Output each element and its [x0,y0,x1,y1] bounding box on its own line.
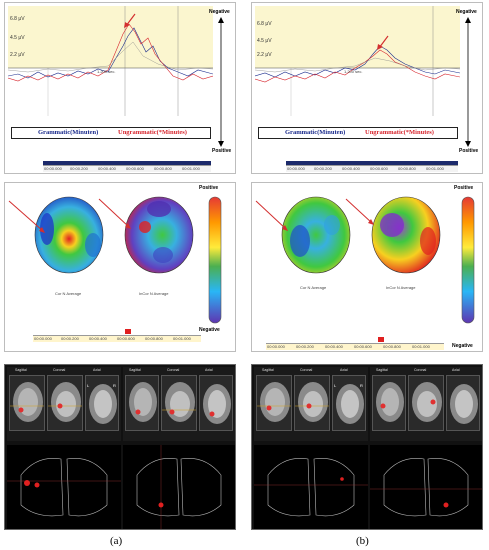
time-label: 1.200 sec. [344,69,363,74]
positive-label: Positive [199,185,219,191]
view-tab-axial[interactable]: Axial [93,368,101,372]
view-tab-axial[interactable]: Axial [205,368,213,372]
topo-map-incorrect [371,196,441,274]
time-cursor[interactable] [125,329,131,334]
mri-coronal-view[interactable] [161,375,197,431]
topo-panel-a: Cor N Average InCor N Average Positive N… [4,182,236,352]
polarity-axis-arrow [218,17,224,147]
time-label: 1.200 sec. [97,69,116,74]
ungrammatic-trace [8,23,213,82]
mri-panel-a: Sagittal Coronal Axial L R Sagittal Coro… [4,364,236,530]
topo-panel-b: Cor N Average InCor N Average Positive N… [251,182,483,352]
view-tab-coronal[interactable]: Coronal [300,368,313,372]
time-cursor[interactable] [378,337,384,342]
mri-axial-view[interactable] [332,375,366,431]
time-ruler[interactable]: 00:00.000 00:00.200 00:00.400 00:00.600 … [266,343,444,350]
view-tab-axial[interactable]: Axial [452,368,460,372]
highlight-arrow [124,13,136,28]
mri-axial-view[interactable] [199,375,233,431]
time-ruler[interactable]: 00:00.000 00:00.200 00:00.400 00:00.600 … [33,335,201,342]
mri-coronal-view[interactable] [408,375,444,431]
uv-label-3: 2.2 μV [257,52,272,58]
legend-box: Grammatic(Minuten) Ungrammatic(*Minutes) [11,127,211,139]
mri-sagittal-view[interactable] [9,375,45,431]
uv-label-2: 4.5 μV [10,35,25,41]
negative-label: Negative [456,9,477,15]
topo-arrows [8,198,131,233]
topo-map-correct [34,196,104,274]
ungrammatic-trace [255,49,460,83]
map-label-incorrect: InCor N Average [386,285,416,290]
mri-sagittal-view[interactable] [125,375,159,431]
glass-brain-right[interactable] [370,445,482,529]
time-bar[interactable] [286,161,458,165]
mri-axial-view[interactable] [446,375,480,431]
uv-label-1: 6.8 μV [10,16,25,22]
positive-label: Positive [454,185,474,191]
highlight-arrow [377,35,389,50]
view-tab-sagittal[interactable]: Sagittal [15,368,27,372]
mri-coronal-view[interactable] [294,375,330,431]
view-tab-coronal[interactable]: Coronal [167,368,180,372]
legend-ungrammatic: Ungrammatic(*Minutes) [365,129,434,136]
color-scale-bar [208,196,222,324]
map-label-incorrect: InCor N Average [139,291,169,296]
polarity-axis-arrow [465,17,471,147]
topo-arrows [255,198,374,231]
mri-axial-view[interactable] [85,375,119,431]
time-ruler[interactable]: 00:00.000 00:00.200 00:00.400 00:00.600 … [43,165,211,172]
view-tab-coronal[interactable]: Coronal [414,368,427,372]
view-tab-axial[interactable]: Axial [340,368,348,372]
glass-brain-left[interactable] [254,445,368,529]
orient-label-r: R [113,383,116,388]
erp-waveform-chart [8,6,213,116]
caption-a: (a) [110,535,123,547]
legend-grammatic: Grammatic(Minuten) [38,129,99,136]
erp-plot-area [255,6,460,68]
negative-label: Negative [199,327,220,333]
orient-label-l: L [334,383,337,388]
topo-map-correct [281,196,351,274]
orient-label-r: R [360,383,363,388]
erp-waveform-chart [255,6,460,116]
time-bar[interactable] [43,161,211,165]
erp-panel-b: 6.8 μV 4.5 μV 2.2 μV 1.200 sec. Negative… [251,2,483,174]
uv-label-1: 6.8 μV [257,21,272,27]
view-tab-sagittal[interactable]: Sagittal [262,368,274,372]
view-tab-sagittal[interactable]: Sagittal [129,368,141,372]
legend-box: Grammatic(Minuten) Ungrammatic(*Minutes) [258,127,458,139]
mri-coronal-view[interactable] [47,375,83,431]
legend-ungrammatic: Ungrammatic(*Minutes) [118,129,187,136]
positive-label: Positive [459,148,479,154]
time-ruler[interactable]: 00:00.000 00:00.200 00:00.400 00:00.600 … [286,165,458,172]
erp-plot-area [8,6,213,68]
erp-panel-a: 6.8 μV 4.5 μV 2.2 μV 1.200 sec. Negative… [4,2,236,174]
caption-b: (b) [356,535,369,547]
uv-label-2: 4.5 μV [257,38,272,44]
mri-sagittal-view[interactable] [372,375,406,431]
negative-label: Negative [452,343,473,349]
mri-sagittal-view[interactable] [256,375,292,431]
orient-label-l: L [87,383,90,388]
topo-map-incorrect [124,196,194,274]
map-label-correct: Cor N Average [300,285,327,290]
negative-label: Negative [209,9,230,15]
grammatic-trace [255,45,460,78]
glass-brain-left[interactable] [7,445,121,529]
view-tab-coronal[interactable]: Coronal [53,368,66,372]
map-label-correct: Cor N Average [55,291,82,296]
positive-label: Positive [212,148,232,154]
color-scale-bar [461,196,475,324]
mri-panel-b: Sagittal Coronal Axial L R Sagittal Coro… [251,364,483,530]
glass-brain-right[interactable] [123,445,235,529]
view-tab-sagittal[interactable]: Sagittal [376,368,388,372]
legend-grammatic: Grammatic(Minuten) [285,129,346,136]
uv-label-3: 2.2 μV [10,52,25,58]
